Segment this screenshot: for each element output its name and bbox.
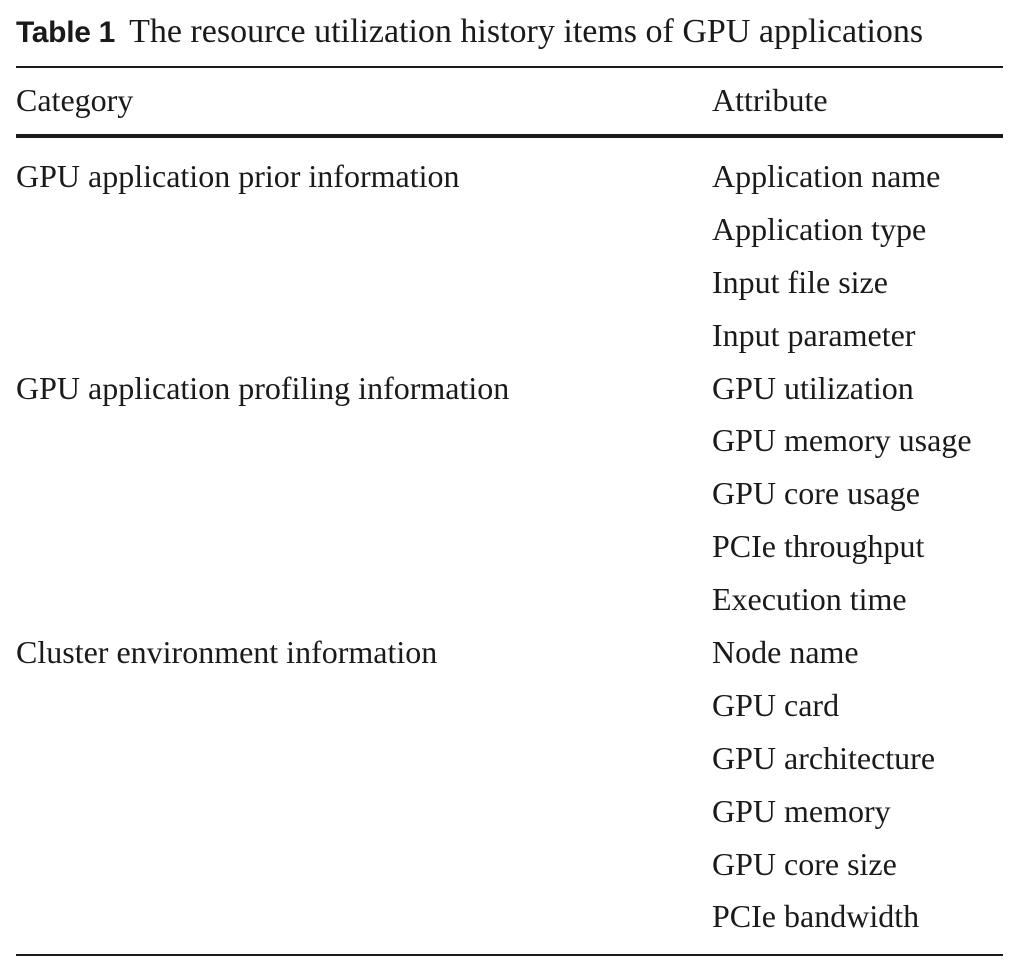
attribute-cell: GPU core size bbox=[712, 845, 897, 882]
table-row: PCIe bandwidth bbox=[0, 892, 1014, 945]
attribute-cell: Node name bbox=[712, 634, 859, 671]
table-caption: Table 1 The resource utilization history … bbox=[16, 10, 923, 55]
table-row: Execution time bbox=[0, 575, 1014, 628]
table-row: GPU application prior information Applic… bbox=[0, 152, 1014, 205]
table-row: GPU core usage bbox=[0, 469, 1014, 522]
table-row: Input file size bbox=[0, 258, 1014, 311]
table-row: GPU card bbox=[0, 681, 1014, 734]
attribute-cell: Application type bbox=[712, 210, 927, 247]
table-body: GPU application prior information Applic… bbox=[0, 152, 1014, 945]
table-row: Input parameter bbox=[0, 311, 1014, 364]
attribute-cell: GPU architecture bbox=[712, 739, 936, 776]
attribute-cell: Application name bbox=[712, 158, 941, 194]
table-title: The resource utilization history items o… bbox=[129, 13, 924, 50]
header-rule bbox=[16, 134, 1003, 138]
table-row: GPU memory usage bbox=[0, 416, 1014, 469]
table-row: Application type bbox=[0, 205, 1014, 258]
table-header: Category Attribute bbox=[0, 76, 1014, 124]
table-row: GPU application profiling information GP… bbox=[0, 364, 1014, 417]
attribute-cell: PCIe throughput bbox=[712, 528, 925, 565]
category-cell: GPU application profiling information bbox=[16, 369, 510, 406]
attribute-cell: Input file size bbox=[712, 263, 888, 300]
attribute-cell: GPU core usage bbox=[712, 475, 920, 512]
attribute-cell: GPU utilization bbox=[712, 369, 914, 406]
attribute-cell: GPU memory usage bbox=[712, 422, 972, 459]
attribute-cell: PCIe bandwidth bbox=[712, 898, 920, 935]
table-row: GPU core size bbox=[0, 840, 1014, 893]
table-number: Table 1 bbox=[16, 16, 116, 49]
top-rule bbox=[16, 66, 1003, 68]
table-row: PCIe throughput bbox=[0, 522, 1014, 575]
attribute-cell: Input parameter bbox=[712, 316, 916, 353]
table-row: GPU architecture bbox=[0, 734, 1014, 787]
attribute-cell: GPU card bbox=[712, 686, 840, 723]
header-category: Category bbox=[16, 82, 134, 118]
category-cell: GPU application prior information bbox=[16, 158, 460, 194]
table-row: Cluster environment information Node nam… bbox=[0, 628, 1014, 681]
category-cell: Cluster environment information bbox=[16, 634, 438, 671]
header-attribute: Attribute bbox=[712, 82, 828, 118]
table-row: GPU memory bbox=[0, 787, 1014, 840]
attribute-cell: GPU memory bbox=[712, 792, 891, 829]
attribute-cell: Execution time bbox=[712, 581, 907, 618]
bottom-rule bbox=[16, 954, 1003, 956]
